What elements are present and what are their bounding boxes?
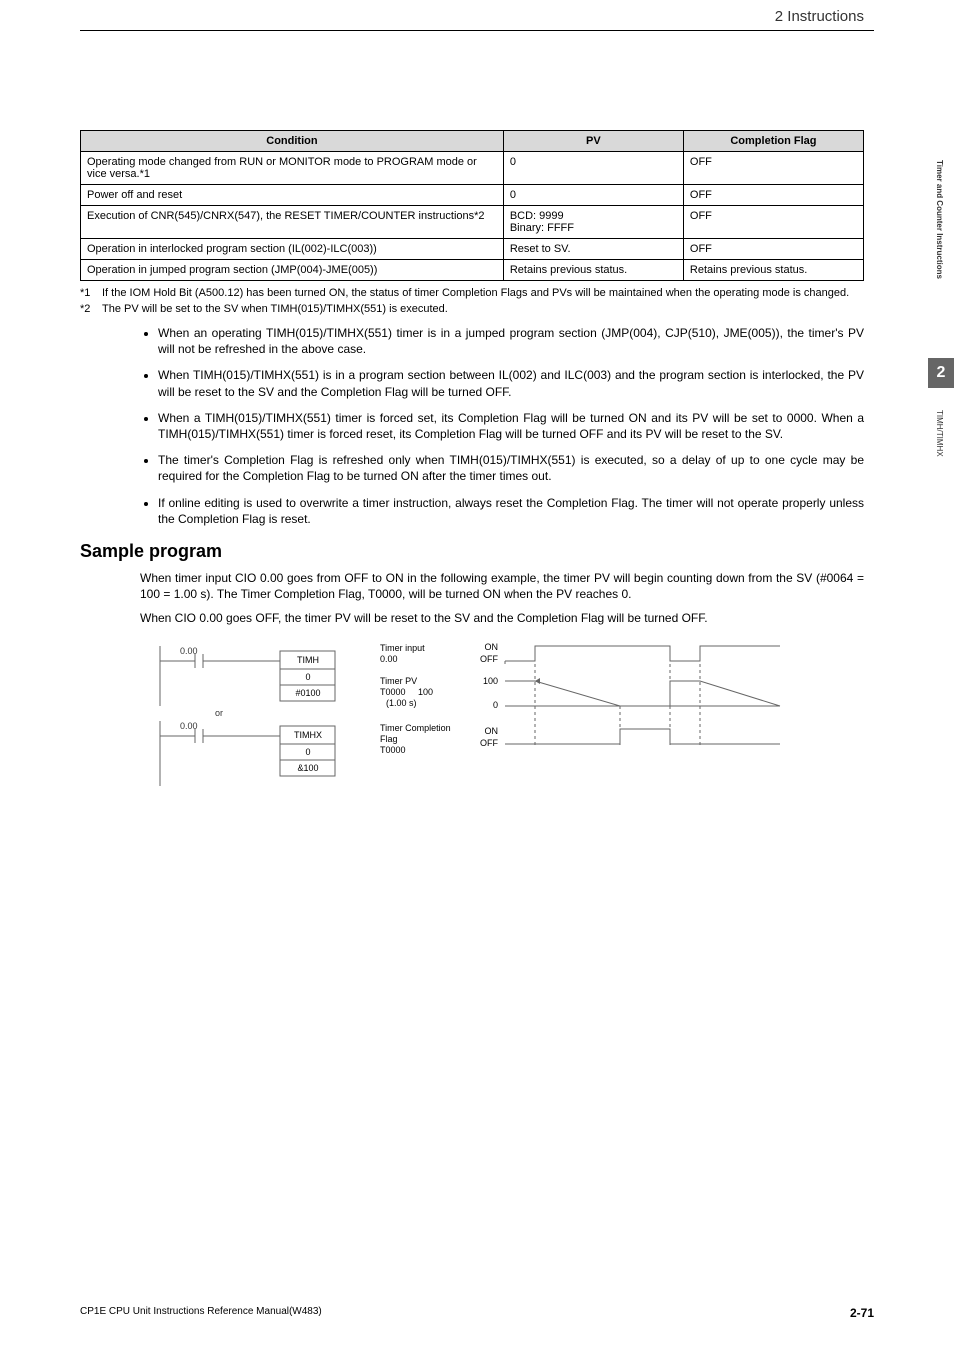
table-cell: Operation in interlocked program section… [81,239,504,260]
label-timer-input-addr: 0.00 [380,654,398,664]
breadcrumb: 2 Instructions [775,8,864,25]
table-header-pv: PV [503,131,683,152]
table-header-flag: Completion Flag [683,131,863,152]
ladder-op1: 0 [305,672,310,682]
table-row: Operating mode changed from RUN or MONIT… [81,152,864,185]
table-row: Operation in jumped program section (JMP… [81,260,864,281]
sample-paragraph: When CIO 0.00 goes OFF, the timer PV wil… [140,610,864,626]
table-cell: OFF [683,206,863,239]
table-row: Execution of CNR(545)/CNRX(547), the RES… [81,206,864,239]
table-cell: OFF [683,239,863,260]
ladder-inst: TIMH [297,655,319,665]
footnote-text: If the IOM Hold Bit (A500.12) has been t… [102,287,864,299]
label-timer-pv: Timer PV [380,676,417,686]
timing-off: OFF [480,654,498,664]
ladder-op1: 0 [305,747,310,757]
bullet-item: When TIMH(015)/TIMHX(551) is in a progra… [158,367,864,399]
sample-paragraph: When timer input CIO 0.00 goes from OFF … [140,570,864,602]
label-timer-pv-addr: T0000 [380,687,406,697]
table-cell: BCD: 9999 Binary: FFFF [503,206,683,239]
table-cell: Execution of CNR(545)/CNRX(547), the RES… [81,206,504,239]
table-cell: Operation in jumped program section (JMP… [81,260,504,281]
diagram-svg: 0.00 TIMH 0 #0100 or 0.00 TIMHX 0 &100 [140,636,860,806]
timing-on: ON [485,642,499,652]
ladder-inst: TIMHX [294,730,322,740]
label-timer-pv-time: (1.00 s) [386,698,417,708]
label-timer-input: Timer input [380,643,425,653]
header-rule [80,30,874,31]
sidebar-chapter-number: 2 [928,358,954,388]
label-completion-2: Flag [380,734,398,744]
table-row: Power off and reset0OFF [81,185,864,206]
section-title-sample: Sample program [80,541,864,562]
table-cell: Retains previous status. [503,260,683,281]
footer-page-number: 2-71 [850,1306,874,1320]
page-footer: CP1E CPU Unit Instructions Reference Man… [80,1306,874,1320]
table-cell: Retains previous status. [683,260,863,281]
bullet-item: If online editing is used to overwrite a… [158,495,864,527]
table-cell: OFF [683,185,863,206]
bullet-item: The timer's Completion Flag is refreshed… [158,452,864,484]
table-cell: Power off and reset [81,185,504,206]
sidebar-label-section: Timer and Counter Instructions [935,160,944,279]
footnote-mark: *2 [80,303,102,315]
bullet-item: When a TIMH(015)/TIMHX(551) timer is for… [158,410,864,442]
table-header-condition: Condition [81,131,504,152]
bullet-item: When an operating TIMH(015)/TIMHX(551) t… [158,325,864,357]
main-content: Condition PV Completion Flag Operating m… [80,130,864,806]
table-cell: 0 [503,152,683,185]
footnote-text: The PV will be set to the SV when TIMH(0… [102,303,864,315]
footnote-mark: *1 [80,287,102,299]
table-cell: Operating mode changed from RUN or MONIT… [81,152,504,185]
timing-100: 100 [483,676,498,686]
sidebar-label-topic: TIMH/TIMHX [935,410,944,457]
table-cell: Reset to SV. [503,239,683,260]
footnotes: *1 If the IOM Hold Bit (A500.12) has bee… [80,287,864,315]
table-cell: OFF [683,152,863,185]
condition-table: Condition PV Completion Flag Operating m… [80,130,864,281]
label-completion: Timer Completion [380,723,451,733]
timing-off: OFF [480,738,498,748]
timing-on: ON [485,726,499,736]
ladder-op2: &100 [297,763,318,773]
table-cell: 0 [503,185,683,206]
or-label: or [215,708,223,718]
timing-0: 0 [493,700,498,710]
label-completion-addr: T0000 [380,745,406,755]
bullet-list: When an operating TIMH(015)/TIMHX(551) t… [140,325,864,527]
table-row: Operation in interlocked program section… [81,239,864,260]
label-timer-pv-val: 100 [418,687,433,697]
footer-manual-title: CP1E CPU Unit Instructions Reference Man… [80,1306,322,1320]
ladder-timing-diagram: 0.00 TIMH 0 #0100 or 0.00 TIMHX 0 &100 [140,636,864,806]
ladder-op2: #0100 [295,688,320,698]
